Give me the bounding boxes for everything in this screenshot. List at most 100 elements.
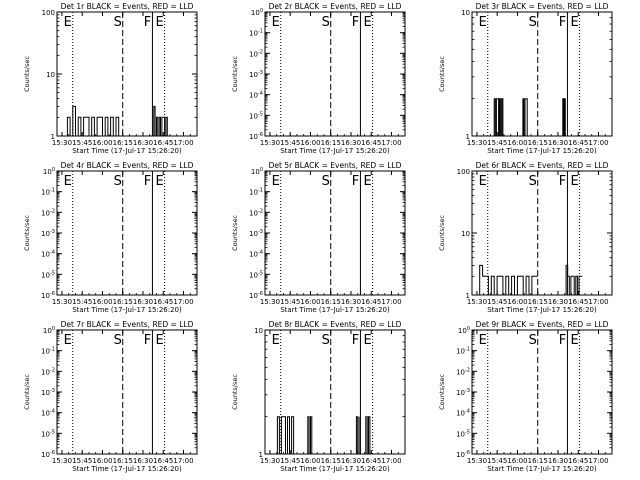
marker-label-F: F — [144, 333, 151, 348]
panel-title: Det 9r BLACK = Events, RED = LLD — [476, 320, 609, 329]
y-axis-label: Counts/sec — [231, 374, 239, 410]
x-tick-label: 16:00 — [507, 139, 527, 147]
marker-label-E: E — [272, 174, 280, 189]
marker-label-E: E — [272, 333, 280, 348]
panel-title: Det 5r BLACK = Events, RED = LLD — [269, 161, 402, 170]
x-tick-label: 16:15 — [113, 139, 133, 147]
events-trace-segment-2 — [153, 105, 168, 137]
marker-label-S: S — [114, 333, 122, 348]
marker-label-S: S — [529, 174, 537, 189]
x-tick-label: 16:30 — [341, 298, 361, 306]
y-tick-label: 100 — [43, 326, 55, 335]
marker-label-F: F — [352, 333, 359, 348]
plot-frame — [264, 329, 406, 455]
marker-label-E: E — [479, 15, 487, 30]
marker-label-E: E — [363, 15, 371, 30]
marker-label-E: E — [155, 333, 163, 348]
events-trace-segment-1 — [493, 98, 504, 137]
marker-label-S: S — [322, 174, 330, 189]
y-tick-label: 10-4 — [456, 409, 470, 418]
x-axis-label: Start Time (17-Jul-17 15:26:20) — [487, 147, 597, 155]
marker-label-E: E — [64, 174, 72, 189]
marker-label-F: F — [559, 333, 566, 348]
x-tick-label: 15:30 — [260, 139, 280, 147]
y-tick-label: 100 — [458, 326, 470, 335]
x-axis-label: Start Time (17-Jul-17 15:26:20) — [487, 465, 597, 473]
x-tick-label: 16:15 — [528, 298, 548, 306]
plot-frame — [56, 170, 198, 296]
y-tick-label: 100 — [251, 8, 263, 17]
plot-frame — [471, 11, 613, 137]
y-tick-label: 1 — [259, 451, 263, 459]
y-axis-label: Counts/sec — [438, 374, 446, 410]
x-tick-label: 16:30 — [548, 298, 568, 306]
x-tick-label: 16:00 — [300, 139, 320, 147]
y-tick-label: 10-4 — [41, 409, 55, 418]
y-tick-label: 10-5 — [41, 270, 55, 279]
panel-title: Det 7r BLACK = Events, RED = LLD — [61, 320, 194, 329]
events-trace-segment-2 — [307, 416, 314, 455]
x-tick-label: 16:15 — [321, 457, 341, 465]
y-tick-label: 10-5 — [249, 270, 263, 279]
x-tick-label: 15:30 — [467, 457, 487, 465]
marker-label-E: E — [570, 174, 578, 189]
marker-label-S: S — [114, 15, 122, 30]
x-axis-label: Start Time (17-Jul-17 15:26:20) — [72, 306, 182, 314]
events-trace-segment-4 — [364, 416, 372, 455]
y-axis-label: Counts/sec — [231, 215, 239, 251]
marker-label-S: S — [529, 333, 537, 348]
x-tick-label: 17:00 — [173, 457, 193, 465]
y-tick-label: 10-2 — [41, 367, 55, 376]
events-trace-segment-2 — [565, 264, 583, 296]
x-tick-label: 16:45 — [568, 298, 588, 306]
marker-label-F: F — [559, 15, 566, 30]
events-trace-segment-3 — [562, 98, 567, 137]
y-tick-label: 10-1 — [249, 188, 263, 197]
plot-frame — [264, 11, 406, 137]
y-tick-label: 100 — [251, 167, 263, 176]
x-axis-label: Start Time (17-Jul-17 15:26:20) — [280, 306, 390, 314]
x-tick-label: 16:00 — [507, 298, 527, 306]
x-axis-label: Start Time (17-Jul-17 15:26:20) — [72, 147, 182, 155]
marker-label-E: E — [64, 333, 72, 348]
x-tick-label: 17:00 — [588, 139, 608, 147]
marker-label-S: S — [322, 333, 330, 348]
y-tick-label: 100 — [457, 168, 470, 176]
marker-label-E: E — [272, 15, 280, 30]
x-tick-label: 16:00 — [92, 457, 112, 465]
x-tick-label: 15:30 — [260, 457, 280, 465]
x-tick-label: 15:45 — [280, 457, 300, 465]
x-tick-label: 17:00 — [173, 298, 193, 306]
events-trace-segment-1 — [64, 105, 120, 137]
marker-label-F: F — [559, 174, 566, 189]
y-tick-label: 10-3 — [41, 388, 55, 397]
x-axis-label: Start Time (17-Jul-17 15:26:20) — [487, 306, 597, 314]
y-tick-label: 10 — [254, 327, 263, 335]
x-tick-label: 16:15 — [321, 298, 341, 306]
y-tick-label: 10-1 — [456, 347, 470, 356]
x-tick-label: 16:45 — [153, 457, 173, 465]
x-axis-label: Start Time (17-Jul-17 15:26:20) — [280, 147, 390, 155]
x-tick-label: 15:30 — [52, 139, 72, 147]
x-tick-label: 16:45 — [153, 298, 173, 306]
x-tick-label: 16:15 — [113, 457, 133, 465]
y-axis-label: Counts/sec — [23, 215, 31, 251]
events-trace-segment-1 — [479, 264, 538, 296]
y-tick-label: 10-6 — [456, 450, 470, 459]
x-tick-label: 16:30 — [133, 139, 153, 147]
x-tick-label: 16:15 — [113, 298, 133, 306]
marker-label-E: E — [155, 174, 163, 189]
x-tick-label: 17:00 — [588, 457, 608, 465]
y-axis-label: Counts/sec — [438, 56, 446, 92]
plot-frame — [264, 170, 406, 296]
marker-label-S: S — [114, 174, 122, 189]
x-tick-label: 16:15 — [321, 139, 341, 147]
x-tick-label: 15:45 — [280, 298, 300, 306]
